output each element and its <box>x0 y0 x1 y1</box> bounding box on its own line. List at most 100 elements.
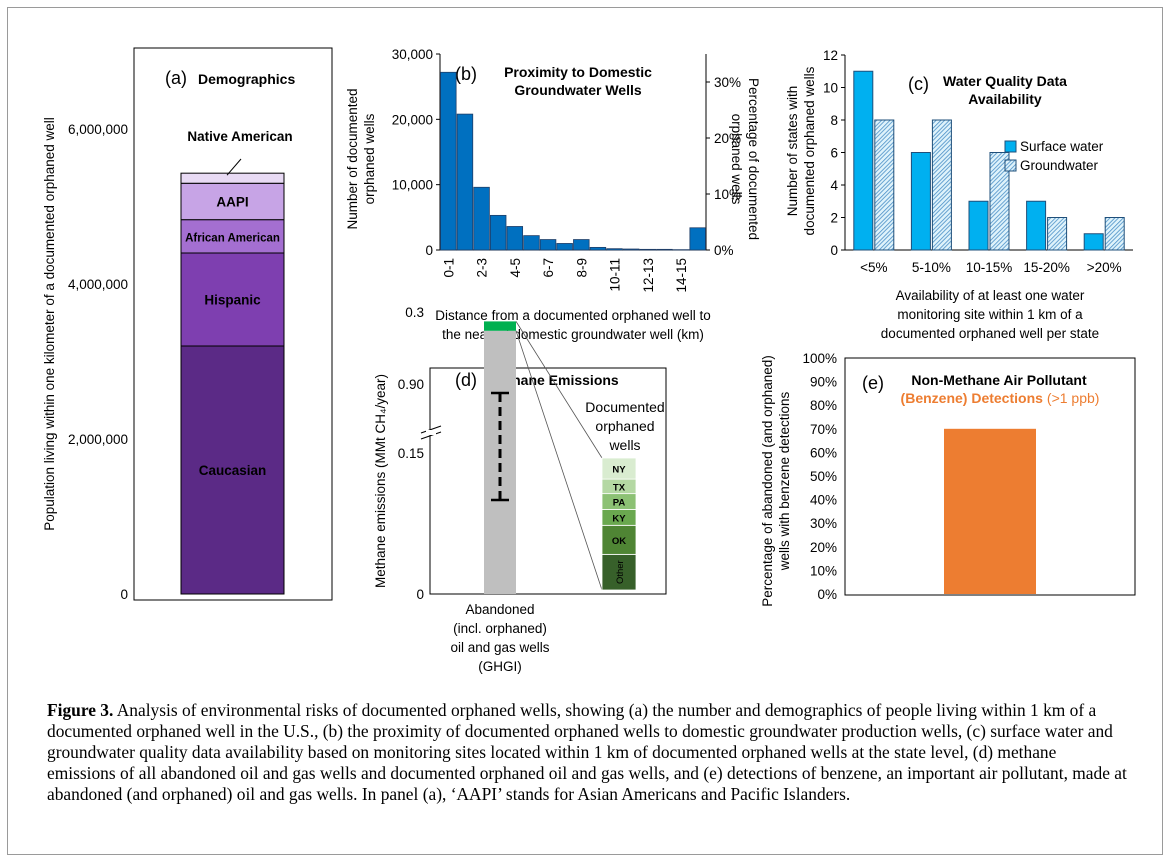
panel-c-bar-surface-water <box>968 200 989 251</box>
caption-text: Analysis of environmental risks of docum… <box>47 700 1127 804</box>
panel-b-bar <box>606 248 623 251</box>
panel-d-inset-title-line-2: orphaned <box>595 418 654 434</box>
panel-d-y-axis-label: Methane emissions (MMt CH₄/year) <box>373 374 388 588</box>
panel-d-category-line-3: oil and gas wells <box>450 640 549 655</box>
panel-c-y-tick-label: 4 <box>830 178 838 193</box>
panel-b-y2-tick-label: 0% <box>714 243 734 258</box>
panel-c-legend-swatch <box>1004 140 1017 153</box>
panel-c-water-quality: (c) Water Quality Data Availability Numb… <box>785 48 1133 341</box>
panel-b-y2-axis-label-line-2: orphaned wells <box>729 114 744 205</box>
panel-c-x-tick-label: 15-20% <box>1023 260 1070 275</box>
panel-e-title-line-1: Non-Methane Air Pollutant <box>911 372 1087 388</box>
panel-c-legend-label: Surface water <box>1020 139 1104 154</box>
panel-e-y-axis-label-line-2: wells with benzene detections <box>777 391 792 571</box>
panel-e-y-tick-label: 20% <box>810 540 837 555</box>
panel-b-y-tick-label: 20,000 <box>392 112 433 127</box>
panel-e-y-tick-label: 10% <box>810 563 837 578</box>
panel-a-y-tick-label: 2,000,000 <box>68 432 128 447</box>
panel-b-y2-tick-label: 10% <box>714 187 741 202</box>
panel-c-bar-surface-water <box>853 70 874 251</box>
panel-c-bar-surface-water <box>1083 233 1104 251</box>
panel-a-title: Demographics <box>198 71 295 87</box>
panel-b-bar <box>489 214 507 251</box>
panel-c-bar-surface-water <box>910 152 931 251</box>
panel-d-zoom-line <box>515 321 603 459</box>
panel-d-category-line-2: (incl. orphaned) <box>453 621 547 636</box>
panel-c-bar-groundwater <box>874 119 895 251</box>
panel-b-x-tick-label: 8-9 <box>574 258 589 278</box>
panel-d-axis-break-gap <box>426 430 436 435</box>
panel-d-axis-break-mark <box>420 431 442 440</box>
panel-d-y-tick-label: 0.3 <box>405 305 424 320</box>
panel-c-y-tick-label: 12 <box>823 48 838 63</box>
panel-b-proximity: (b) Proximity to Domestic Groundwater We… <box>345 47 761 342</box>
panel-a-y-tick-label: 0 <box>120 587 128 602</box>
panel-a-bar-segment <box>180 182 285 221</box>
panel-b-x-tick-label: 6-7 <box>541 258 556 278</box>
panel-c-bar-surface-water <box>1026 200 1047 251</box>
panel-c-bar-groundwater <box>1104 217 1125 251</box>
panel-e-benzene: (e) Non-Methane Air Pollutant (Benzene) … <box>760 351 1136 607</box>
panel-c-x-tick-label: <5% <box>860 260 887 275</box>
panel-e-y-tick-label: 80% <box>810 398 837 413</box>
panel-a-bar-segment <box>180 219 285 254</box>
panel-b-bar <box>473 186 490 251</box>
panel-d-methane: (d) Methane Emissions Methane emissions … <box>373 305 667 674</box>
panel-b-y-tick-label: 30,000 <box>392 47 433 62</box>
panel-d-zoom-line <box>515 330 603 591</box>
panel-c-y-axis-label-line-1: Number of states with <box>785 86 800 217</box>
panel-a-native-american-leader <box>226 158 242 176</box>
panel-b-label: (b) <box>455 64 477 84</box>
panel-a-y-tick-label: 4,000,000 <box>68 277 128 292</box>
panel-c-y-tick-label: 0 <box>830 243 838 258</box>
panel-c-x-axis-label-line-3: documented orphaned well per state <box>881 326 1099 341</box>
panel-d-label: (d) <box>455 370 477 390</box>
panel-b-title-line-2: Groundwater Wells <box>514 82 642 98</box>
panel-a-bar-segment <box>180 252 285 347</box>
panel-b-y2-axis-label-line-1: Percentage of documented <box>746 78 761 240</box>
panel-b-bar <box>573 239 590 251</box>
panel-b-bar <box>539 239 557 251</box>
panel-e-y-tick-label: 0% <box>817 587 837 602</box>
panel-d-axis-break-mark <box>420 425 442 434</box>
panel-a-y-tick-label: 6,000,000 <box>68 122 128 137</box>
figure-frame <box>7 7 1163 855</box>
panel-b-y2-tick-label: 30% <box>714 75 741 90</box>
panel-d-plot-frame <box>429 367 667 595</box>
panel-d-abandoned-bar <box>484 330 516 594</box>
panel-d-inset-label: PA <box>613 498 626 509</box>
panel-a-bar-segment <box>180 345 285 595</box>
panel-c-y-tick-label: 6 <box>830 146 838 161</box>
panel-e-title-suffix: (>1 ppb) <box>1047 390 1100 406</box>
panel-d-y-tick-label: 0 <box>416 587 424 602</box>
panel-b-bar <box>622 248 640 251</box>
panel-d-inset-label: Other <box>615 560 626 584</box>
figure-charts: (a) Demographics Population living withi… <box>42 47 1136 674</box>
panel-b-y-tick-label: 0 <box>425 243 433 258</box>
panel-c-legend-label: Groundwater <box>1020 158 1099 173</box>
panel-b-bar <box>689 227 706 251</box>
panel-d-category-line-1: Abandoned <box>465 602 534 617</box>
panel-c-x-tick-label: 10-15% <box>966 260 1013 275</box>
panel-b-bar <box>523 235 540 251</box>
panel-d-inset-label: TX <box>613 482 626 493</box>
panel-b-y2-tick-label: 20% <box>714 131 741 146</box>
panel-b-bar <box>639 248 657 251</box>
panel-c-bar-groundwater <box>1047 217 1068 251</box>
panel-e-label: (e) <box>862 373 884 393</box>
panel-d-y-tick-label: 0.90 <box>398 377 424 392</box>
panel-a-demographics: (a) Demographics Population living withi… <box>42 47 333 602</box>
panel-a-native-american-label: Native American <box>187 129 292 144</box>
panel-b-bar <box>506 226 524 251</box>
panel-b-x-tick-label: 12-13 <box>641 258 656 293</box>
panel-e-title-line-2: (Benzene) Detections (>1 ppb) <box>901 390 1100 406</box>
panel-a-segment-label: Caucasian <box>199 463 267 478</box>
panel-d-inset-label: KY <box>612 513 626 524</box>
panel-e-y-axis-label-line-1: Percentage of abandoned (and orphaned) <box>760 355 775 606</box>
panel-b-bar <box>656 248 673 251</box>
panel-b-x-tick-label: 10-11 <box>608 258 623 292</box>
panel-d-inset-title-line-3: wells <box>608 437 640 453</box>
panel-e-y-tick-label: 30% <box>810 516 837 531</box>
panel-d-category-line-4: (GHGI) <box>478 659 522 674</box>
figure-caption: Figure 3. Analysis of environmental risk… <box>47 700 1127 805</box>
